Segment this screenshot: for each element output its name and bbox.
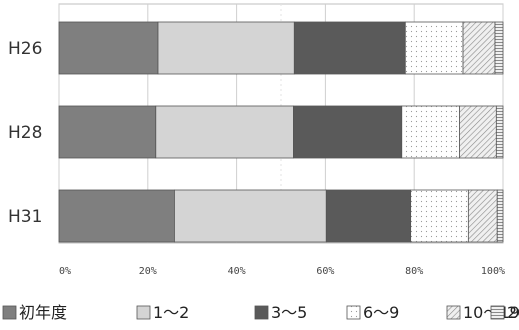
bar-segment-h31-0 — [58, 189, 175, 243]
bars — [58, 21, 504, 243]
x-tick-labels: 0% 20% 40% 60% 80% 100% — [59, 266, 505, 277]
bar-segment-h28-0 — [58, 105, 157, 159]
legend-swatch — [446, 305, 461, 320]
bar-segment-h31-4 — [467, 189, 498, 243]
bar-segment-h28-1 — [155, 105, 294, 159]
legend-label: 初年度 — [19, 303, 67, 322]
bar-segment-h31-3 — [410, 189, 469, 243]
legend-swatch — [2, 305, 17, 320]
x-tick-label: 100% — [481, 266, 505, 277]
legend-swatch — [346, 305, 361, 320]
x-tick-label: 60% — [316, 266, 334, 277]
legend-label: 3～5 — [271, 303, 307, 322]
bar-segment-h26-0 — [58, 21, 159, 75]
bar-segment-h28-5 — [495, 105, 504, 159]
category-label: H28 — [8, 123, 42, 143]
bar-segment-h31-2 — [325, 189, 412, 243]
bar-segment-h26-2 — [293, 21, 406, 75]
legend-swatch — [136, 305, 151, 320]
bar-segment-h26-1 — [157, 21, 295, 75]
legend-label: 20～ — [507, 303, 519, 322]
legend-swatch — [254, 305, 269, 320]
bar-segment-h31-1 — [174, 189, 327, 243]
x-tick-label: 40% — [228, 266, 246, 277]
legend-label: 6～9 — [363, 303, 399, 322]
legend-swatch — [490, 305, 505, 320]
bar-segment-h26-5 — [494, 21, 504, 75]
category-label: H31 — [8, 207, 42, 227]
bar-segment-h28-3 — [401, 105, 460, 159]
category-label: H26 — [8, 39, 42, 59]
bar-segment-h31-5 — [496, 189, 504, 243]
legend-label: 1～2 — [153, 303, 189, 322]
bar-segment-h26-3 — [404, 21, 464, 75]
bar-segment-h28-4 — [459, 105, 497, 159]
bar-segment-h26-4 — [462, 21, 496, 75]
bar-segment-h28-2 — [293, 105, 403, 159]
category-labels: H26 H28 H31 — [8, 39, 42, 227]
x-tick-label: 20% — [139, 266, 157, 277]
x-tick-label: 80% — [405, 266, 423, 277]
x-tick-label: 0% — [59, 266, 71, 277]
